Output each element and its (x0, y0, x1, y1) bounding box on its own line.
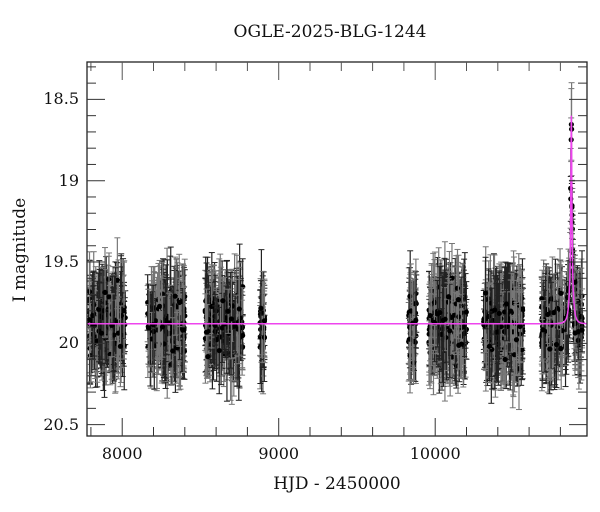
x-axis-label: HJD - 2450000 (273, 474, 401, 494)
x-tick-label: 10000 (409, 444, 461, 463)
data-points (87, 82, 586, 411)
y-tick-label: 19.5 (43, 252, 79, 271)
y-tick-label: 19 (58, 170, 79, 190)
model-curve (87, 115, 587, 325)
x-tick-label: 9000 (258, 444, 300, 463)
y-tick-label: 20.5 (43, 414, 79, 434)
plot-frame (86, 61, 588, 437)
chart-title: OGLE-2025-BLG-1244 (233, 22, 427, 42)
x-tick-label: 8000 (101, 444, 143, 463)
y-tick-label: 18.5 (43, 89, 79, 109)
y-tick-label: 20 (58, 333, 79, 353)
